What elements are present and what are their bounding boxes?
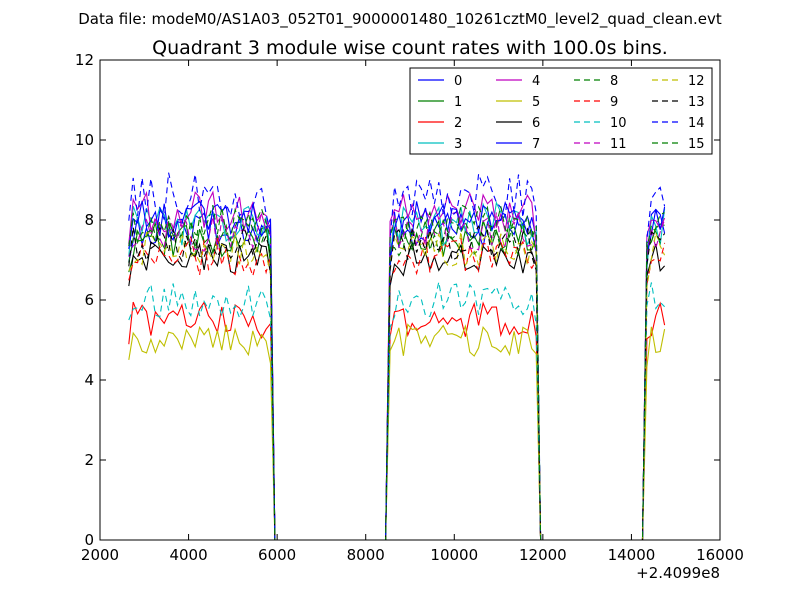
y-tick-label: 6 (84, 291, 94, 309)
legend-label-7: 7 (532, 137, 540, 152)
legend-label-5: 5 (532, 95, 540, 110)
legend-label-12: 12 (688, 74, 705, 89)
y-tick-label: 10 (75, 131, 94, 149)
x-tick-label: 8000 (347, 546, 385, 564)
x-tick-label: 16000 (696, 546, 744, 564)
legend-label-15: 15 (688, 137, 705, 152)
y-tick-label: 2 (84, 451, 94, 469)
y-tick-label: 4 (84, 371, 94, 389)
legend-label-1: 1 (454, 95, 462, 110)
y-tick-label: 0 (84, 531, 94, 549)
series-line-14 (128, 172, 666, 541)
legend-label-4: 4 (532, 74, 540, 89)
x-tick-label: 10000 (430, 546, 478, 564)
x-offset-label: +2.4099e8 (636, 564, 720, 582)
data-file-title: Data file: modeM0/AS1A03_052T01_90000014… (78, 10, 722, 29)
legend-label-2: 2 (454, 116, 462, 131)
y-tick-label: 8 (84, 211, 94, 229)
legend-label-6: 6 (532, 116, 540, 131)
series-line-9 (128, 235, 666, 541)
ticks-layer: 2000 4000 6000 8000 10000 12000 14000 16000 0 2 4 6… (75, 51, 744, 564)
x-tick-label: 14000 (608, 546, 656, 564)
legend-label-8: 8 (610, 74, 618, 89)
legend-label-3: 3 (454, 137, 462, 152)
y-tick-label: 12 (75, 51, 94, 69)
legend-label-0: 0 (454, 74, 462, 89)
legend-box (409, 67, 713, 155)
legend-label-11: 11 (610, 137, 627, 152)
legend-label-13: 13 (688, 95, 705, 110)
x-tick-label: 2000 (81, 546, 119, 564)
series-line-10 (128, 281, 665, 541)
x-tick-label: 12000 (519, 546, 567, 564)
x-tick-label: 4000 (169, 546, 207, 564)
plot-border (99, 59, 721, 541)
legend-label-10: 10 (610, 116, 627, 131)
x-tick-label: 6000 (258, 546, 296, 564)
chart-title: Quadrant 3 module wise count rates with … (152, 37, 668, 59)
series-line-11 (128, 210, 666, 541)
series-line-13 (128, 225, 666, 541)
legend-label-14: 14 (688, 116, 705, 131)
legend-label-9: 9 (610, 95, 618, 110)
